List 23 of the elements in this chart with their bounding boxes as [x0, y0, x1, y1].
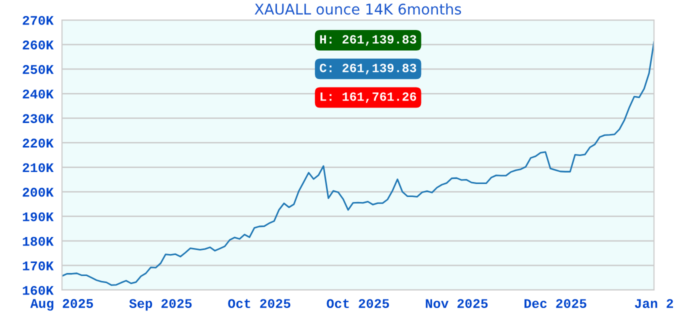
x-tick-label: Aug 2025 — [30, 299, 93, 311]
x-tick-label: Dec 2025 — [524, 299, 586, 308]
x-tick-label: Oct 2025 — [326, 299, 389, 308]
x-tick-label: Nov 2025 — [426, 299, 488, 308]
y-tick-label: 160K — [22, 286, 54, 295]
annotation: L: 161,761.26 — [320, 92, 416, 103]
x-tick-label: Sep 2025 — [129, 299, 192, 311]
y-tick-label: 260K — [22, 40, 54, 50]
annotation: H: 261,139.83 — [320, 35, 416, 46]
y-tick-label: 200K — [22, 188, 54, 197]
y-tick-label: 180K — [22, 236, 54, 246]
y-tick-label: 240K — [22, 90, 54, 99]
x-tick-label: Jan 2 — [634, 299, 674, 308]
annotation: C: 261,139.83 — [320, 64, 416, 74]
y-tick-label: 250K — [22, 65, 54, 74]
y-tick-label: 210K — [22, 163, 54, 172]
y-tick-label: 190K — [22, 212, 54, 222]
x-tick-label: Oct 2025 — [228, 299, 290, 308]
y-tick-label: 170K — [22, 261, 54, 270]
y-tick-label: 220K — [22, 138, 54, 148]
y-tick-label: 270K — [22, 16, 54, 25]
y-tick-label: 230K — [22, 114, 54, 124]
chart-title: XAUALL ounce 14K 6months — [254, 3, 462, 15]
